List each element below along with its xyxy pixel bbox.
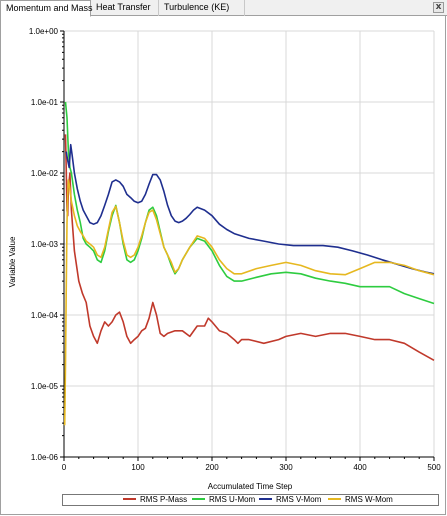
y-tick-label-4: 1.0e-04 (31, 311, 59, 320)
legend-swatch-v-mom (259, 497, 272, 500)
x-tick-label-100: 100 (131, 463, 145, 472)
x-tick-label-200: 200 (205, 463, 219, 472)
legend-item-u-mom: RMS U-Mom (192, 495, 255, 505)
tick-labels: 0 100 200 300 400 500 1.0e+00 1.0e-01 1.0e-02 1.0… (29, 27, 441, 472)
legend-label-p-mass: RMS P-Mass (140, 495, 188, 504)
x-axis-label: Accumulated Time Step (208, 482, 293, 491)
series-line-rms-p-mass (64, 134, 435, 361)
series-line-rms-u-mom (64, 101, 435, 305)
series-line-rms-v-mom (65, 143, 435, 275)
legend-item-p-mass: RMS P-Mass (123, 495, 187, 505)
x-tick-label-400: 400 (353, 463, 367, 472)
x-tick-label-0: 0 (62, 463, 67, 472)
legend-label-v-mom: RMS V-Mom (276, 495, 322, 504)
legend-swatch-p-mass (123, 497, 136, 500)
series-lines (63, 101, 435, 426)
y-tick-label-6: 1.0e-06 (31, 453, 59, 462)
close-icon[interactable]: x (433, 2, 444, 13)
legend-swatch-u-mom (192, 497, 205, 500)
legend-swatch-w-mom (328, 497, 341, 500)
axes (60, 30, 435, 461)
x-tick-label-500: 500 (427, 463, 441, 472)
tab-heat-transfer[interactable]: Heat Transfer (91, 0, 159, 16)
tab-turbulence-ke[interactable]: Turbulence (KE) (159, 0, 245, 16)
legend-label-u-mom: RMS U-Mom (209, 495, 256, 504)
y-tick-label-0: 1.0e+00 (29, 27, 59, 36)
legend-label-w-mom: RMS W-Mom (345, 495, 393, 504)
y-tick-label-3: 1.0e-03 (31, 240, 59, 249)
x-tick-label-300: 300 (279, 463, 293, 472)
y-tick-label-2: 1.0e-02 (31, 169, 59, 178)
legend-item-v-mom: RMS V-Mom (259, 495, 321, 505)
y-axis-label: Variable Value (8, 236, 17, 287)
series-line-rms-w-mom (63, 179, 435, 426)
grid-lines (64, 30, 435, 457)
tab-bar: Momentum and Mass Heat Transfer Turbulen… (0, 0, 447, 17)
y-tick-label-1: 1.0e-01 (31, 98, 59, 107)
legend: RMS P-Mass RMS U-Mom RMS V-Mom RMS W-Mom (62, 494, 439, 506)
y-tick-label-5: 1.0e-05 (31, 382, 59, 391)
legend-item-w-mom: RMS W-Mom (328, 495, 393, 505)
tab-momentum-and-mass[interactable]: Momentum and Mass (0, 0, 93, 17)
plot-frame (0, 16, 446, 515)
